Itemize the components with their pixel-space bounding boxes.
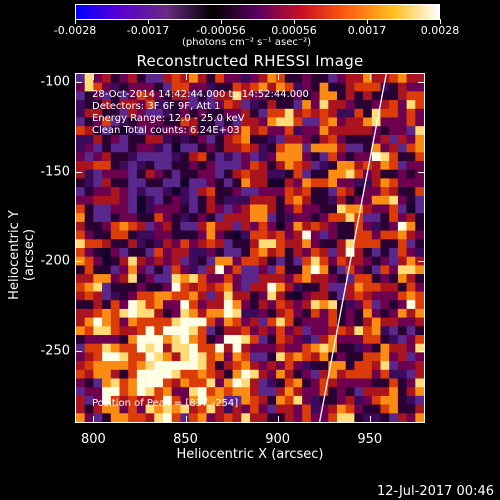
x-tick-mark xyxy=(277,416,279,423)
colorbar-tick-label: 0.0017 xyxy=(347,24,387,37)
x-tick-label: 950 xyxy=(357,432,383,447)
y-tick-mark xyxy=(418,261,425,263)
timestamp: 12-Jul-2017 00:46 xyxy=(376,484,494,499)
colorbar-tick-label: -0.0028 xyxy=(53,24,97,37)
y-tick-mark xyxy=(75,261,82,263)
colorbar-tick xyxy=(220,19,222,24)
reconstructed-image: 28-Oct-2014 14:42:44.000 to 14:52:44.000… xyxy=(75,73,425,423)
colorbar-tick-label: 0.0028 xyxy=(420,24,460,37)
y-tick-mark xyxy=(75,171,82,173)
annotation-time-range: 28-Oct-2014 14:42:44.000 to 14:52:44.000 xyxy=(92,89,309,100)
x-tick-mark xyxy=(93,416,95,423)
colorbar-tick-label: 0.00056 xyxy=(271,24,317,37)
x-tick-mark xyxy=(277,73,279,80)
annotation-detectors: Detectors: 3F 6F 9F, Att 1 xyxy=(92,101,221,112)
x-tick-mark xyxy=(369,73,371,80)
colorbar-tick xyxy=(293,19,295,24)
y-tick-mark xyxy=(418,351,425,353)
colorbar-tick xyxy=(366,19,368,24)
colorbar-tick xyxy=(74,19,76,24)
image-canvas xyxy=(76,74,424,422)
annotation-energy: Energy Range: 12.0 - 25.0 keV xyxy=(92,113,245,124)
x-axis-label: Heliocentric X (arcsec) xyxy=(176,447,324,462)
colorbar-tick xyxy=(439,19,441,24)
y-tick-label: -150 xyxy=(40,164,70,180)
y-tick-mark xyxy=(418,81,425,83)
colorbar-tick-label: -0.0017 xyxy=(126,24,170,37)
x-tick-label: 900 xyxy=(265,432,291,447)
x-tick-mark xyxy=(185,73,187,80)
x-tick-label: 800 xyxy=(80,432,106,447)
annotation-clean: Clean Total counts: 6.24E+03 xyxy=(92,125,240,136)
colorbar-tick xyxy=(147,19,149,24)
image-pixels xyxy=(76,74,424,422)
y-tick-mark xyxy=(75,351,82,353)
y-axis-label: Heliocentric Y (arcsec) xyxy=(7,210,37,300)
y-tick-label: -250 xyxy=(40,343,70,359)
colorbar-unit-label: (photons cm⁻² s⁻¹ asec⁻²) xyxy=(182,37,312,48)
colorbar-tick-label: -0.00056 xyxy=(196,24,246,37)
y-tick-label: -100 xyxy=(40,74,70,90)
colorbar xyxy=(75,4,440,20)
colorbar-gradient xyxy=(76,5,439,19)
image-title: Reconstructed RHESSI Image xyxy=(136,52,364,70)
solar-limb-line xyxy=(318,74,387,422)
x-tick-label: 850 xyxy=(173,432,198,447)
x-tick-mark xyxy=(369,416,371,423)
x-tick-mark xyxy=(93,73,95,80)
x-tick-mark xyxy=(185,416,187,423)
y-tick-label: -200 xyxy=(40,253,70,269)
annotation-peak: Position of Peak = [837,-254] xyxy=(92,398,239,409)
y-tick-mark xyxy=(418,171,425,173)
y-tick-mark xyxy=(75,81,82,83)
